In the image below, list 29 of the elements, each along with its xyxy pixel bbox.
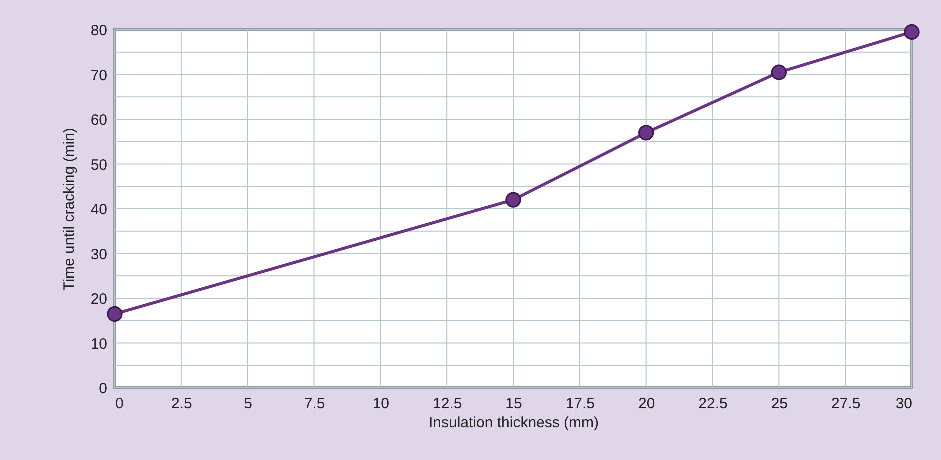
x-tick-label: 5: [244, 396, 253, 412]
x-tick-label: 7.5: [304, 396, 326, 412]
x-tick-label: 15: [506, 396, 522, 412]
x-tick-label: 25: [771, 396, 788, 412]
x-tick-label: 10: [372, 396, 390, 412]
point: [506, 192, 522, 208]
y-tick-label: 80: [90, 22, 108, 40]
x-tick-label: 22.5: [698, 396, 728, 412]
x-tick-label: 20: [638, 396, 656, 412]
x-tick-label: 12.5: [432, 396, 462, 412]
x-tick-label: 30: [896, 396, 912, 412]
point: [904, 24, 920, 40]
y-tick-label: 30: [90, 246, 108, 264]
y-tick-label: 20: [90, 291, 108, 308]
y-tick-label: 0: [99, 380, 108, 398]
y-tick-label: 50: [90, 156, 108, 174]
x-tick-label: 0: [116, 396, 124, 412]
x-tick-label: 2.5: [171, 396, 192, 412]
y-tick-label: 40: [90, 202, 108, 218]
y-tick-label: 60: [90, 112, 108, 129]
x-tick-label: 27.5: [831, 396, 861, 412]
point: [771, 64, 787, 80]
y-tick-label: 10: [90, 336, 108, 353]
y-axis-title: Time until cracking (min): [60, 128, 78, 291]
x-axis-title: Insulation thickness (mm): [428, 414, 600, 432]
point: [107, 306, 123, 322]
y-tick-label: 70: [90, 67, 108, 84]
x-tick-label: 17.5: [566, 396, 596, 412]
point: [638, 125, 654, 141]
